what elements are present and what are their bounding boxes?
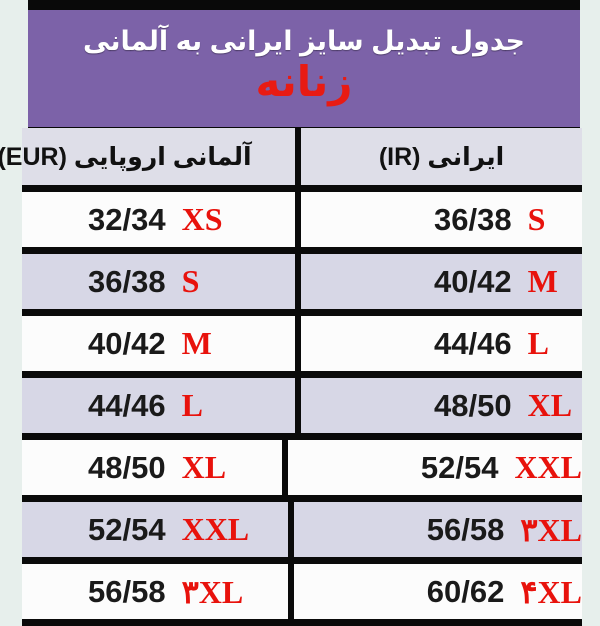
table-row: 40/42 M 44/46 L — [22, 316, 582, 371]
cell-eur: 32/34 XS — [22, 192, 295, 247]
header-label-ir: ایرانی (IR) — [378, 142, 505, 171]
banner-top-border — [28, 0, 580, 10]
row-divider — [22, 495, 582, 502]
cell-ir: 56/58 ۳XL — [293, 502, 582, 557]
cell-eur: 48/50 XL — [22, 440, 282, 495]
chart-title: جدول تبدیل سایز ایرانی به آلمانی — [83, 26, 525, 56]
table-row: 44/46 L 48/50 XL — [22, 378, 582, 433]
cell-eur: 52/54 XXL — [22, 502, 288, 557]
row-divider — [22, 247, 582, 254]
eur-label: M — [181, 325, 212, 361]
table-row: 36/38 S 40/42 M — [22, 254, 582, 309]
banner: جدول تبدیل سایز ایرانی به آلمانی زنانه — [28, 0, 580, 135]
cell-ir: 44/46 L — [301, 316, 582, 371]
header-label-eur: آلمانی اروپایی (EUR) — [0, 142, 252, 171]
cell-ir: 60/62 ۴XL — [293, 564, 582, 619]
column-divider — [295, 254, 301, 309]
eur-label: ۳XL — [181, 573, 244, 610]
ir-size: 44/46 — [434, 325, 512, 361]
row-divider — [22, 371, 582, 378]
ir-size: 60/62 — [426, 573, 505, 609]
eur-size: 40/42 — [88, 325, 166, 361]
column-divider — [295, 192, 301, 247]
cell-ir: 52/54 XXL — [287, 440, 582, 495]
column-divider — [287, 564, 294, 619]
ir-label: XXL — [514, 449, 582, 485]
column-divider — [295, 316, 301, 371]
size-conversion-table: آلمانی اروپایی (EUR) ایرانی (IR) 32/34 X… — [0, 128, 582, 626]
eur-size: 48/50 — [88, 449, 166, 485]
eur-size: 56/58 — [88, 573, 166, 609]
cell-ir: 40/42 M — [301, 254, 582, 309]
eur-label: XS — [181, 201, 223, 237]
ir-label: S — [527, 201, 546, 237]
cell-eur: 40/42 M — [22, 316, 295, 371]
ir-size: 56/58 — [426, 511, 505, 547]
table-row: 56/58 ۳XL 60/62 ۴XL — [22, 564, 582, 619]
table-row: 52/54 XXL 56/58 ۳XL — [22, 502, 582, 557]
ir-label: XL — [527, 387, 573, 423]
ir-size: 36/38 — [434, 201, 512, 237]
ir-label: ۴XL — [520, 573, 582, 610]
cell-eur: 44/46 L — [22, 378, 295, 433]
chart-subtitle: زنانه — [255, 58, 353, 106]
eur-label: S — [181, 263, 200, 299]
cell-eur: 56/58 ۳XL — [22, 564, 288, 619]
ir-size: 52/54 — [420, 449, 499, 485]
column-divider — [281, 440, 288, 495]
ir-label: L — [527, 325, 549, 361]
row-divider — [22, 557, 582, 564]
cell-ir: 36/38 S — [301, 192, 582, 247]
banner-body: جدول تبدیل سایز ایرانی به آلمانی زنانه — [28, 10, 580, 127]
table-row: 32/34 XS 36/38 S — [22, 192, 582, 247]
eur-size: 44/46 — [88, 387, 166, 423]
column-divider — [295, 378, 301, 433]
cell-eur: 36/38 S — [22, 254, 295, 309]
ir-label: M — [527, 263, 558, 299]
column-divider — [295, 128, 301, 185]
row-divider — [22, 185, 582, 192]
row-divider — [22, 309, 582, 316]
table-row: 48/50 XL 52/54 XXL — [22, 440, 582, 495]
ir-size: 48/50 — [434, 387, 512, 423]
ir-label: ۳XL — [520, 511, 582, 548]
table-bottom-border — [22, 619, 582, 626]
cell-ir: 48/50 XL — [301, 378, 582, 433]
row-divider — [22, 433, 582, 440]
header-cell-ir: ایرانی (IR) — [301, 128, 582, 185]
eur-label: XXL — [181, 511, 250, 547]
eur-size: 52/54 — [88, 511, 166, 547]
eur-size: 36/38 — [88, 263, 166, 299]
eur-size: 32/34 — [88, 201, 166, 237]
size-chart-page: جدول تبدیل سایز ایرانی به آلمانی زنانه آ… — [0, 0, 582, 626]
header-cell-eur: آلمانی اروپایی (EUR) — [0, 128, 295, 185]
eur-label: XL — [181, 449, 227, 485]
column-divider — [287, 502, 294, 557]
eur-label: L — [181, 387, 203, 423]
table-header-row: آلمانی اروپایی (EUR) ایرانی (IR) — [0, 128, 582, 185]
ir-size: 40/42 — [434, 263, 512, 299]
